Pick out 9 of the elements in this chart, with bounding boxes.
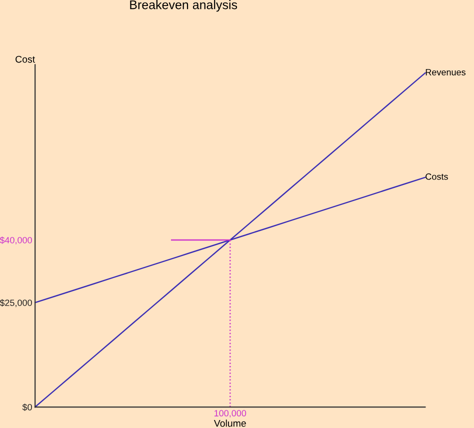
series-label: Costs [426,173,448,180]
x-tick-label: 100,000 [214,410,246,418]
y-tick-label: $25,000 [0,299,32,308]
y-axis-title: Cost [16,56,36,63]
x-axis-title: Volume [214,420,246,427]
y-tick-label: $40,000 [0,236,32,244]
y-tick-label: $0 [22,404,32,411]
chart-title: Breakeven analysis [130,0,238,12]
series-label: Revenues [426,69,466,76]
